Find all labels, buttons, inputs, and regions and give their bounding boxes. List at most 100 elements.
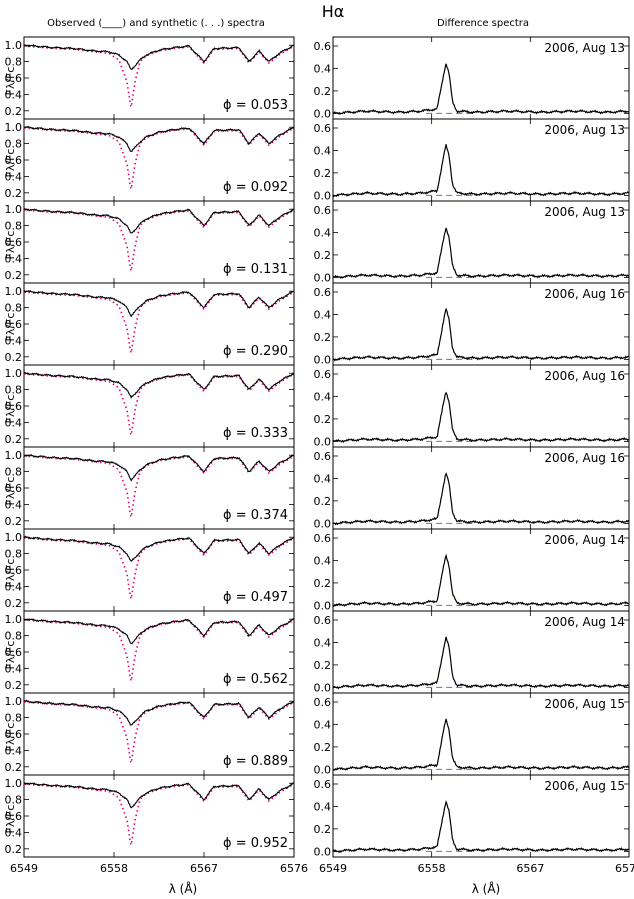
y-tick-label: 0.0 [314,107,332,120]
y-tick-label: 0.4 [5,252,23,265]
y-tick-label: 0.8 [5,138,23,151]
y-tick-label: 0.6 [314,40,332,53]
y-axis-label: Fλ/Fc [4,149,17,178]
left-column-header: Observed (____) and synthetic (. . .) sp… [47,18,265,29]
y-tick-label: 0.6 [5,646,23,659]
y-axis-label: Fλ/Fc [4,477,17,506]
y-tick-label: 0.8 [5,302,23,315]
x-tick-label: 6567 [190,862,218,875]
difference-spectrum-line [333,800,629,854]
y-tick-label: 0.0 [314,845,332,858]
x-tick-label: 6576 [280,862,308,875]
y-tick-label: 0.0 [314,599,332,612]
y-tick-label: 0.0 [314,435,332,448]
y-tick-label: 0.2 [314,331,332,344]
right-panel-3: 0.0 0.2 0.4 0.6 2006, Aug 13 [314,200,630,284]
y-tick-label: 0.2 [5,515,23,528]
observed-spectrum-line [24,44,294,70]
y-tick-label: 1.0 [5,203,23,216]
y-tick-label: 1.0 [5,121,23,134]
left-panel-2: 0.2 0.4 0.6 0.8 1.0 Fλ/Fc ϕ = 0.092 [4,118,295,202]
right-panel-9: 0.0 0.2 0.4 0.6 2006, Aug 15 [314,692,630,776]
y-axis-label: Fλ/Fc [4,559,17,588]
y-tick-label: 0.8 [5,794,23,807]
y-tick-label: 0.8 [5,466,23,479]
y-tick-label: 0.4 [314,144,332,157]
right-panel-5: 0.0 0.2 0.4 0.6 2006, Aug 16 [314,364,630,448]
observation-date-label: 2006, Aug 16 [544,287,625,301]
left-panel-3: 0.2 0.4 0.6 0.8 1.0 Fλ/Fc ϕ = 0.131 [4,200,295,284]
y-tick-label: 0.0 [314,189,332,202]
synthetic-spectrum-line [24,701,294,764]
y-tick-label: 1.0 [5,695,23,708]
observed-spectrum-line [24,782,294,809]
phase-label: ϕ = 0.333 [223,426,288,441]
y-tick-label: 0.4 [5,826,23,839]
observed-spectrum-line [24,699,294,726]
right-panel-2: 0.0 0.2 0.4 0.6 2006, Aug 13 [314,118,630,202]
y-tick-label: 0.6 [5,810,23,823]
difference-spectrum-line [333,553,629,608]
difference-spectrum-line [333,718,629,771]
y-tick-label: 0.4 [314,62,332,75]
left-panel-5: 0.2 0.4 0.6 0.8 1.0 Fλ/Fc ϕ = 0.333 [4,364,295,448]
y-tick-label: 0.6 [5,564,23,577]
synthetic-spectrum-line [24,619,294,682]
y-tick-label: 0.6 [5,728,23,741]
synthetic-spectrum-line [24,455,294,518]
y-axis-label: Fλ/Fc [4,67,17,96]
y-tick-label: 0.2 [314,85,332,98]
observation-date-label: 2006, Aug 14 [544,533,625,547]
y-tick-label: 0.2 [314,659,332,672]
y-tick-label: 0.4 [5,88,23,101]
difference-spectrum-line [333,63,629,116]
y-tick-label: 0.2 [314,413,332,426]
left-panel-10: 0.2 0.4 0.6 0.8 1.0 Fλ/Fc ϕ = 0.952 6549 6558 656… [4,774,308,875]
y-tick-label: 0.4 [314,226,332,239]
y-axis-label: Fλ/Fc [4,231,17,260]
synthetic-spectrum-line [24,783,294,846]
y-tick-label: 0.6 [5,400,23,413]
y-tick-label: 0.6 [314,204,332,217]
left-panel-1: 0.2 0.4 0.6 0.8 1.0 Fλ/Fc ϕ = 0.053 [4,36,295,120]
y-tick-label: 1.0 [5,777,23,790]
right-panel-4: 0.0 0.2 0.4 0.6 2006, Aug 16 [314,282,630,366]
y-tick-label: 0.4 [314,800,332,813]
phase-label: ϕ = 0.053 [223,98,288,113]
right-panel-6: 0.0 0.2 0.4 0.6 2006, Aug 16 [314,446,630,530]
left-x-axis-label: λ (Å) [169,881,198,896]
panel-grid: 0.20.40.60.81.0Fλ/Fcϕ = 0.0530.00.20.40.… [4,36,634,875]
y-tick-label: 0.4 [5,334,23,347]
x-tick-label: 6549 [10,862,38,875]
y-tick-label: 0.4 [5,580,23,593]
y-tick-label: 0.6 [314,122,332,135]
difference-spectrum-line [333,144,629,198]
observed-spectrum-line [24,618,294,645]
y-tick-label: 0.2 [314,495,332,508]
difference-spectrum-line [333,307,629,362]
observed-spectrum-line [24,289,294,318]
y-tick-label: 0.4 [5,416,23,429]
difference-spectrum-line [333,227,629,280]
left-panel-9: 0.2 0.4 0.6 0.8 1.0 Fλ/Fc ϕ = 0.889 [4,692,295,776]
y-tick-label: 0.2 [314,741,332,754]
left-panel-4: 0.2 0.4 0.6 0.8 1.0 Fλ/Fc ϕ = 0.290 [4,282,295,366]
observed-spectrum-line [24,535,294,562]
difference-spectrum-line [333,472,629,526]
y-tick-label: 0.6 [5,482,23,495]
y-tick-label: 0.8 [5,56,23,69]
y-tick-label: 0.2 [5,843,23,856]
y-tick-label: 0.4 [314,636,332,649]
phase-label: ϕ = 0.374 [223,508,288,523]
x-tick-label: 6576 [615,862,634,875]
y-tick-label: 0.8 [5,384,23,397]
y-tick-label: 0.0 [314,681,332,694]
phase-label: ϕ = 0.952 [223,836,288,851]
y-tick-label: 1.0 [5,367,23,380]
right-panel-8: 0.0 0.2 0.4 0.6 2006, Aug 14 [314,610,630,694]
difference-spectrum-line [333,636,629,690]
y-tick-label: 0.6 [314,368,332,381]
x-tick-label: 6558 [418,862,446,875]
phase-label: ϕ = 0.562 [223,672,288,687]
observation-date-label: 2006, Aug 15 [544,779,625,793]
